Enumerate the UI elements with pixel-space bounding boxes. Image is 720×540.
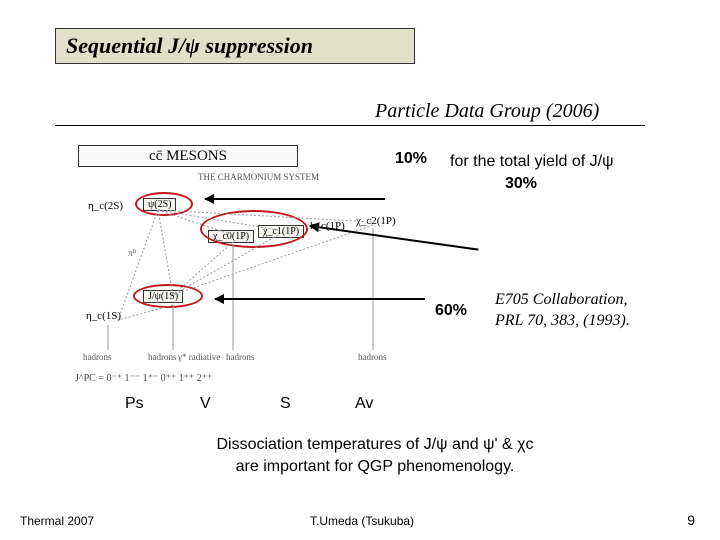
yield-line1: for the total yield of J/ψ (450, 153, 613, 170)
conclusion-text: Dissociation temperatures of J/ψ and ψ' … (110, 434, 640, 479)
slide-title: Sequential J/ψ suppression (55, 28, 415, 64)
charmonium-diagram: THE CHARMONIUM SYSTEM η_c(2S) ψ(2S) χ_c0… (78, 170, 418, 390)
footer-left: Thermal 2007 (20, 514, 94, 528)
pct-30-inline: 30% (505, 175, 537, 193)
axis-ps: Ps (125, 395, 144, 413)
yield-text: for the total yield of J/ψ (450, 150, 613, 174)
label-radiative: γ* radiative (178, 352, 220, 362)
citation-line1: E705 Collaboration, (495, 290, 630, 311)
jpc-axis-row: J^PC = 0⁻⁺ 1⁻⁻ 1⁺⁻ 0⁺⁺ 1⁺⁺ 2⁺⁺ (75, 373, 212, 384)
label-hadrons-3: hadrons (226, 352, 255, 362)
arrow-10 (205, 198, 385, 200)
citation-line2: PRL 70, 383, (1993). (495, 311, 630, 332)
axis-av: Av (355, 395, 373, 413)
footer-page-number: 9 (687, 512, 695, 528)
label-hadrons-2: hadrons (148, 352, 177, 362)
axis-s: S (280, 395, 291, 413)
meson-header-box: cc̄ MESONS (78, 145, 298, 167)
pct-10: 10% (395, 150, 427, 168)
subtitle-citation: Particle Data Group (2006) (375, 100, 599, 123)
conclusion-line2: are important for QGP phenomenology. (110, 456, 640, 478)
divider (55, 125, 645, 126)
axis-v: V (200, 395, 211, 413)
label-hadrons-1: hadrons (83, 352, 112, 362)
citation-block: E705 Collaboration, PRL 70, 383, (1993). (495, 290, 630, 332)
label-hadrons-4: hadrons (358, 352, 387, 362)
decay-lines (78, 170, 418, 370)
conclusion-line1: Dissociation temperatures of J/ψ and ψ' … (110, 434, 640, 456)
footer-center: T.Umeda (Tsukuba) (310, 514, 414, 528)
pct-60: 60% (435, 302, 467, 320)
arrow-60 (215, 298, 425, 300)
